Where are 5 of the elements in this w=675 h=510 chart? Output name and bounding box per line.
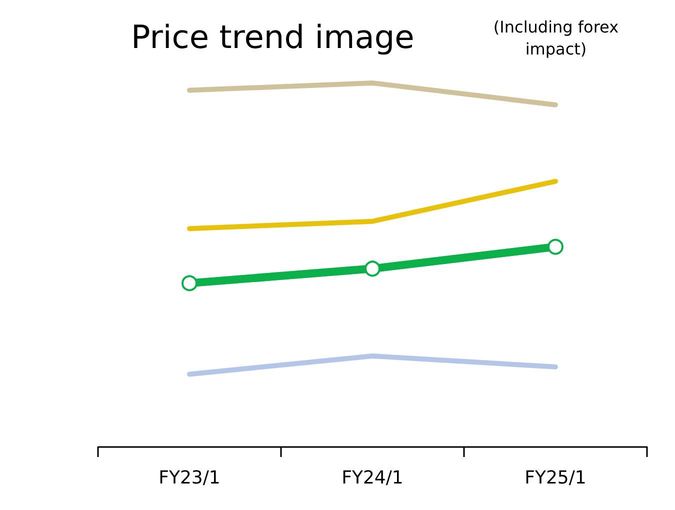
x-tick-label: FY25/1	[524, 468, 586, 488]
text: (Including forex impact)	[493, 18, 619, 58]
chart-title: Price trend image	[131, 18, 414, 56]
x-tick-label: FY23/1	[158, 468, 220, 488]
x-tick-label: FY24/1	[342, 468, 404, 488]
